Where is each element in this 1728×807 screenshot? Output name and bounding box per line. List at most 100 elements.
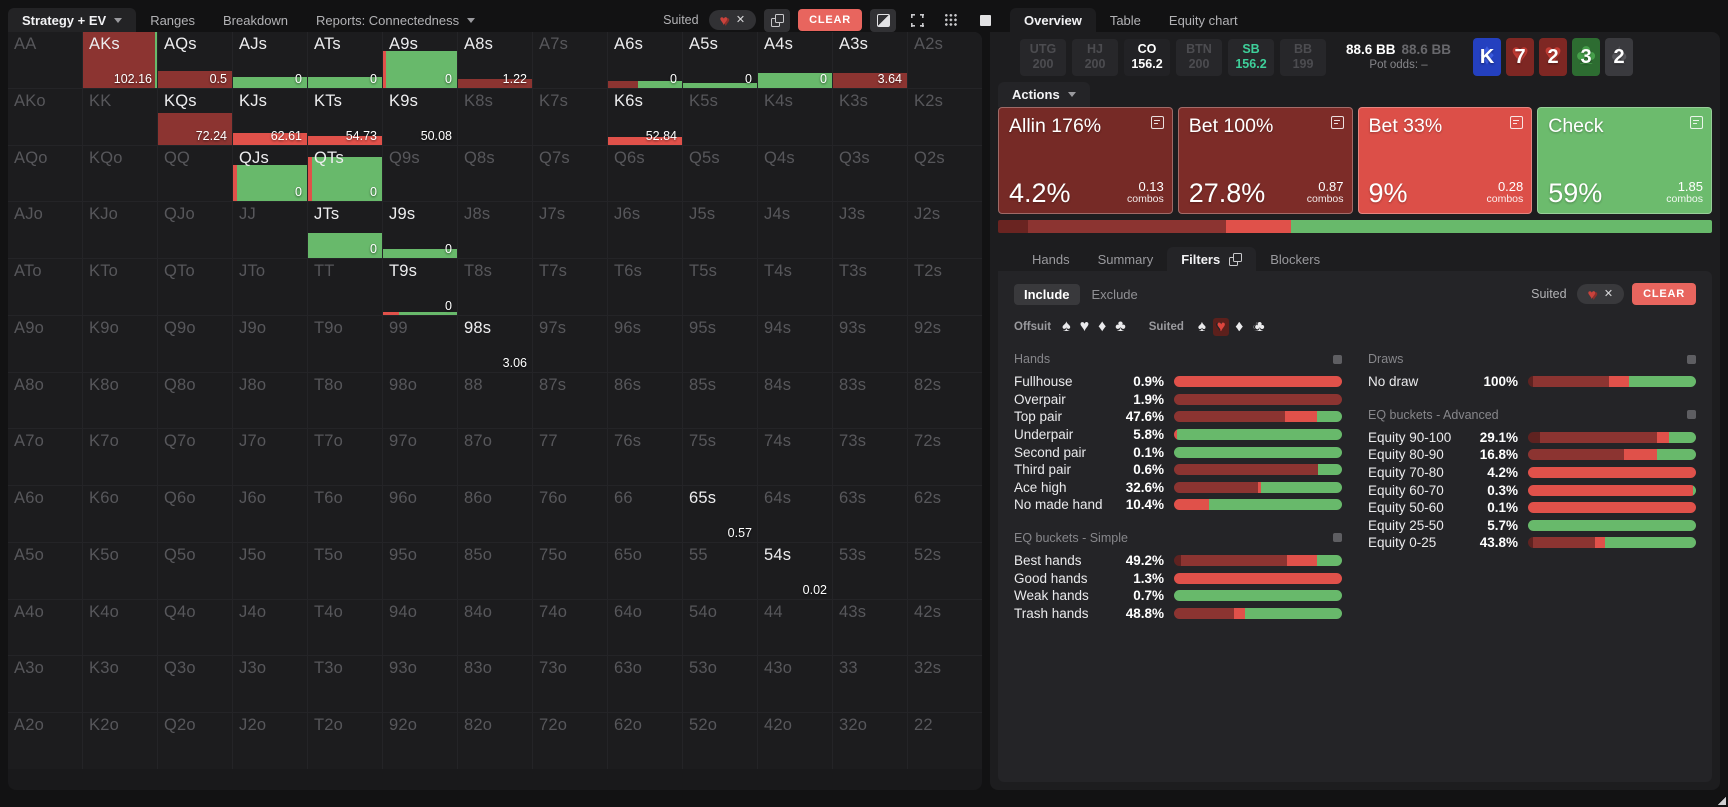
matrix-cell-33[interactable]: 33: [833, 656, 907, 713]
matrix-cell-Q4o[interactable]: Q4o: [158, 599, 232, 656]
matrix-cell-K6o[interactable]: K6o: [83, 486, 157, 542]
filters-clear-button[interactable]: CLEAR: [1632, 283, 1696, 305]
matrix-cell-Q5s[interactable]: Q5s: [683, 145, 757, 202]
matrix-cell-Q9o[interactable]: Q9o: [158, 315, 232, 372]
matrix-cell-AKo[interactable]: AKo: [8, 88, 82, 145]
matrix-cell-75o[interactable]: 75o: [533, 542, 607, 599]
matrix-cell-Q7s[interactable]: Q7s: [533, 145, 607, 202]
matrix-cell-98o[interactable]: 98o: [383, 372, 457, 429]
matrix-cell-74s[interactable]: 74s: [758, 429, 832, 486]
tab-equity-chart[interactable]: Equity chart: [1155, 8, 1252, 32]
matrix-cell-T3s[interactable]: T3s: [833, 259, 907, 315]
matrix-cell-A2s[interactable]: A2s: [908, 32, 982, 88]
matrix-cell-72o[interactable]: 72o: [533, 713, 607, 769]
matrix-cell-92s[interactable]: 92s: [908, 315, 982, 372]
matrix-cell-74o[interactable]: 74o: [533, 599, 607, 656]
matrix-cell-TT[interactable]: TT: [308, 259, 382, 315]
matrix-cell-A6s[interactable]: A6s 0: [608, 32, 682, 88]
filter-row-equity-0-25[interactable]: Equity 0-25 43.8%: [1368, 534, 1696, 552]
matrix-cell-52s[interactable]: 52s: [908, 542, 982, 599]
suited-spade-button[interactable]: ♠♠: [1197, 318, 1206, 335]
matrix-cell-T6o[interactable]: T6o: [308, 486, 382, 542]
seat-HJ[interactable]: HJ 200: [1072, 38, 1118, 76]
matrix-cell-Q3s[interactable]: Q3s: [833, 145, 907, 202]
matrix-cell-75s[interactable]: 75s: [683, 429, 757, 486]
matrix-cell-AJo[interactable]: AJo: [8, 202, 82, 259]
tab-strategy-ev[interactable]: Strategy + EV: [8, 8, 137, 32]
matrix-cell-T7o[interactable]: T7o: [308, 429, 382, 486]
matrix-cell-AA[interactable]: AA: [8, 32, 82, 88]
matrix-cell-QQ[interactable]: QQ: [158, 145, 232, 202]
tab-ranges[interactable]: Ranges: [136, 8, 209, 32]
matrix-cell-99[interactable]: 99: [383, 315, 457, 372]
matrix-cell-QTo[interactable]: QTo: [158, 259, 232, 315]
matrix-cell-97o[interactable]: 97o: [383, 429, 457, 486]
matrix-cell-A8s[interactable]: A8s 1.22: [458, 32, 532, 88]
matrix-cell-KJs[interactable]: KJs 62.61: [233, 88, 307, 145]
matrix-cell-A3s[interactable]: A3s 3.64: [833, 32, 907, 88]
matrix-cell-T9s[interactable]: T9s 0: [383, 259, 457, 315]
action-card-bet-100-[interactable]: Bet 100% 27.8% 0.87 combos: [1177, 107, 1353, 214]
matrix-cell-A6o[interactable]: A6o: [8, 486, 82, 542]
matrix-cell-86o[interactable]: 86o: [458, 486, 532, 542]
matrix-cell-K2o[interactable]: K2o: [83, 713, 157, 769]
filter-row-underpair[interactable]: Underpair 5.8%: [1014, 426, 1342, 444]
filter-row-no-draw[interactable]: No draw 100%: [1368, 373, 1696, 391]
tab-table[interactable]: Table: [1096, 8, 1155, 32]
section-toggle-icon[interactable]: [1333, 533, 1342, 543]
matrix-cell-54o[interactable]: 54o: [683, 599, 757, 656]
filter-row-trash-hands[interactable]: Trash hands 48.8%: [1014, 605, 1342, 623]
matrix-cell-92o[interactable]: 92o: [383, 713, 457, 769]
matrix-cell-J5s[interactable]: J5s: [683, 202, 757, 259]
matrix-cell-K5o[interactable]: K5o: [83, 542, 157, 599]
matrix-cell-J9s[interactable]: J9s 0: [383, 202, 457, 259]
filters-suited-heart-chip[interactable]: ♥ ✕: [1576, 284, 1625, 304]
matrix-cell-84o[interactable]: 84o: [458, 599, 532, 656]
tab-summary[interactable]: Summary: [1084, 247, 1168, 271]
matrix-cell-J6s[interactable]: J6s: [608, 202, 682, 259]
details-icon[interactable]: [1690, 116, 1703, 129]
matrix-cell-93s[interactable]: 93s: [833, 315, 907, 372]
filter-row-no-made-hand[interactable]: No made hand 10.4%: [1014, 496, 1342, 514]
matrix-cell-82o[interactable]: 82o: [458, 713, 532, 769]
tab-filters[interactable]: Filters: [1167, 247, 1257, 271]
matrix-cell-85o[interactable]: 85o: [458, 542, 532, 599]
matrix-cell-32o[interactable]: 32o: [833, 713, 907, 769]
matrix-cell-63o[interactable]: 63o: [608, 656, 682, 713]
matrix-cell-76o[interactable]: 76o: [533, 486, 607, 542]
matrix-cell-65s[interactable]: 65s 0.57: [683, 486, 757, 542]
matrix-cell-Q8o[interactable]: Q8o: [158, 372, 232, 429]
matrix-cell-ATs[interactable]: ATs 0: [308, 32, 382, 88]
matrix-cell-KJo[interactable]: KJo: [83, 202, 157, 259]
section-toggle-icon[interactable]: [1687, 354, 1696, 364]
matrix-cell-96o[interactable]: 96o: [383, 486, 457, 542]
filter-row-equity-80-90[interactable]: Equity 80-90 16.8%: [1368, 446, 1696, 464]
matrix-cell-Q6o[interactable]: Q6o: [158, 486, 232, 542]
matrix-cell-T7s[interactable]: T7s: [533, 259, 607, 315]
matrix-cell-A7s[interactable]: A7s: [533, 32, 607, 88]
matrix-cell-KTo[interactable]: KTo: [83, 259, 157, 315]
offsuit-spade-button[interactable]: ♠: [1062, 318, 1071, 335]
matrix-cell-96s[interactable]: 96s: [608, 315, 682, 372]
matrix-cell-94s[interactable]: 94s: [758, 315, 832, 372]
filter-row-equity-50-60[interactable]: Equity 50-60 0.1%: [1368, 499, 1696, 517]
matrix-cell-A2o[interactable]: A2o: [8, 713, 82, 769]
matrix-cell-55[interactable]: 55: [683, 542, 757, 599]
matrix-cell-AQo[interactable]: AQo: [8, 145, 82, 202]
matrix-cell-43s[interactable]: 43s: [833, 599, 907, 656]
matrix-cell-83s[interactable]: 83s: [833, 372, 907, 429]
matrix-cell-87s[interactable]: 87s: [533, 372, 607, 429]
matrix-cell-86s[interactable]: 86s: [608, 372, 682, 429]
matrix-cell-64s[interactable]: 64s: [758, 486, 832, 542]
matrix-cell-63s[interactable]: 63s: [833, 486, 907, 542]
matrix-cell-Q5o[interactable]: Q5o: [158, 542, 232, 599]
filter-row-equity-90-100[interactable]: Equity 90-100 29.1%: [1368, 429, 1696, 447]
matrix-cell-ATo[interactable]: ATo: [8, 259, 82, 315]
matrix-cell-J9o[interactable]: J9o: [233, 315, 307, 372]
matrix-cell-K7o[interactable]: K7o: [83, 429, 157, 486]
matrix-cell-QJo[interactable]: QJo: [158, 202, 232, 259]
matrix-cell-66[interactable]: 66: [608, 486, 682, 542]
matrix-cell-J7o[interactable]: J7o: [233, 429, 307, 486]
matrix-cell-83o[interactable]: 83o: [458, 656, 532, 713]
offsuit-diamond-button[interactable]: ♦: [1098, 318, 1107, 335]
